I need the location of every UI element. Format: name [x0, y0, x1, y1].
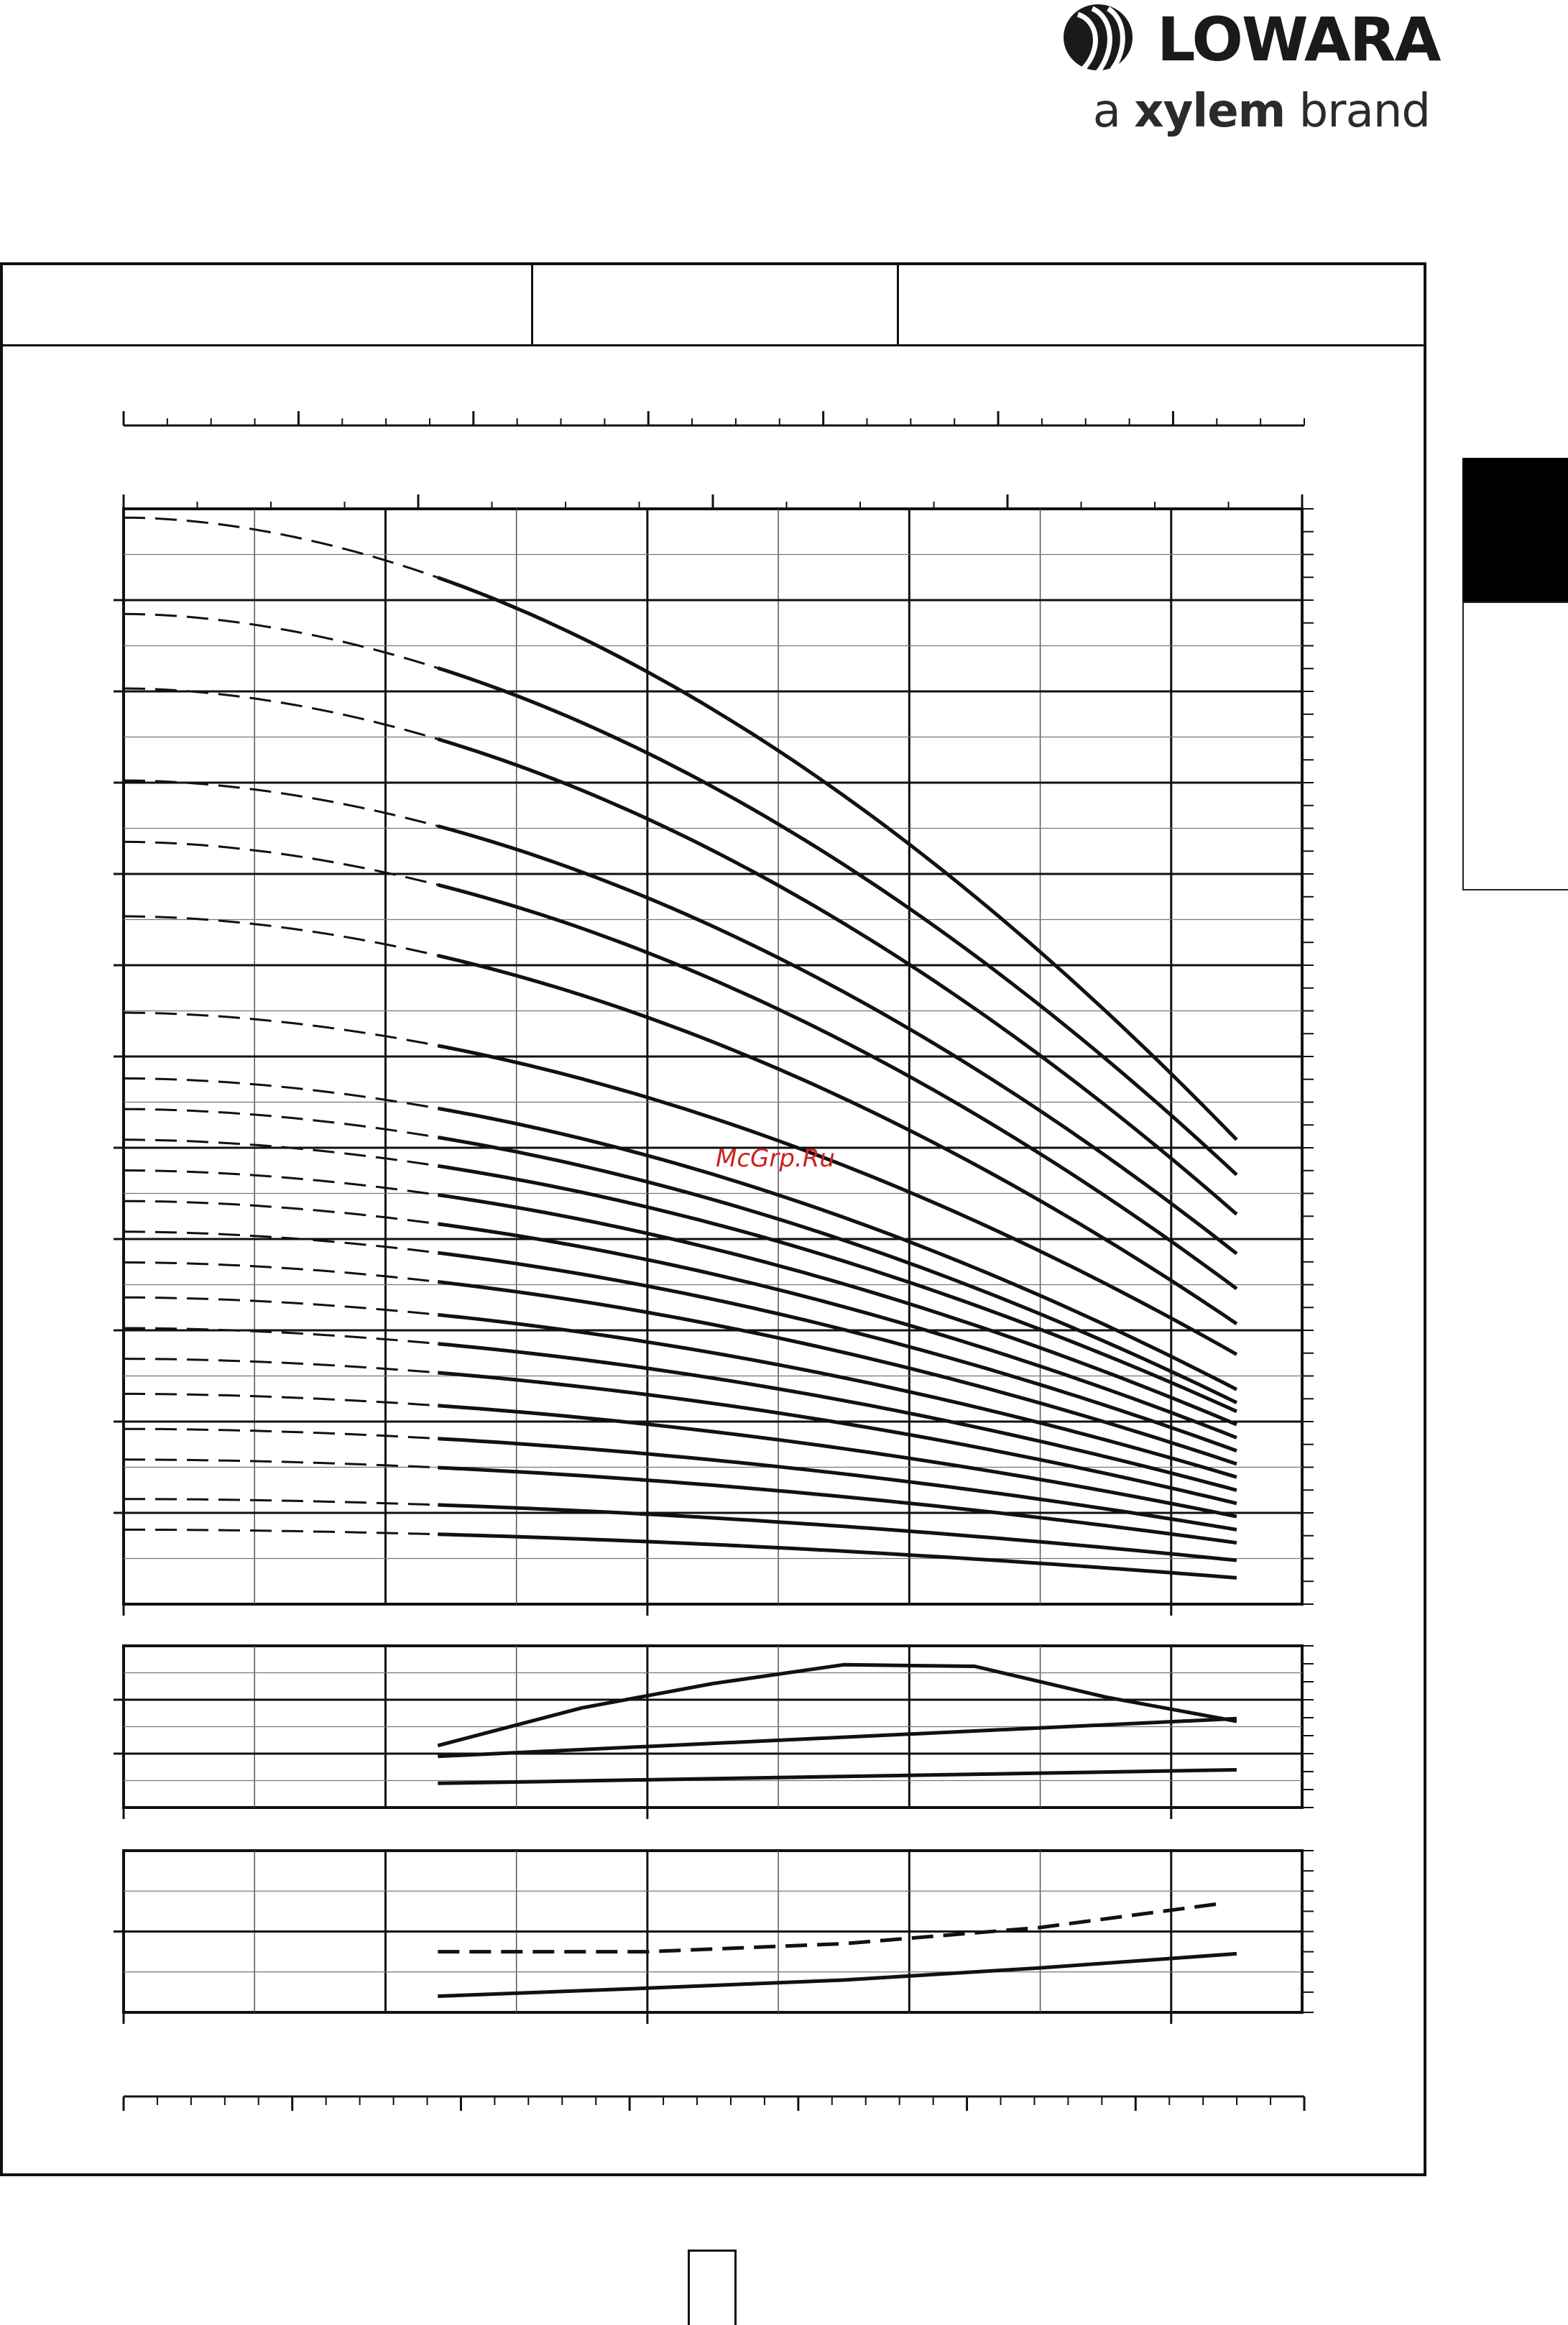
watermark-text: McGrp.Ru — [716, 1144, 835, 1173]
logo-wordmark: LOWARA — [1157, 4, 1442, 75]
head-curve-13 — [437, 1251, 1237, 1452]
head-curve-lowflow-5 — [123, 840, 438, 886]
head-curve-lowflow-13 — [123, 1230, 438, 1254]
head-curve-20 — [438, 1465, 1237, 1545]
head-curve-lowflow-12 — [123, 1200, 438, 1225]
efficiency-curve-3 — [438, 1768, 1237, 1785]
section-tab — [1462, 458, 1568, 890]
head-curve-1 — [437, 576, 1238, 1141]
head-curve-8 — [437, 1106, 1238, 1391]
head-curve-19 — [438, 1437, 1237, 1532]
head-curve-5 — [437, 883, 1238, 1291]
curves-layer — [123, 516, 1238, 1998]
head-curve-lowflow-19 — [124, 1427, 438, 1440]
head-curve-9 — [437, 1136, 1237, 1404]
logo-tagline: a xylem brand — [1092, 85, 1431, 138]
head-curve-lowflow-1 — [123, 516, 438, 579]
npsh-curve-1 — [438, 1901, 1225, 1954]
head-curve-2 — [437, 666, 1238, 1177]
lowara-swirl-icon — [1064, 4, 1133, 74]
head-curve-lowflow-21 — [124, 1498, 438, 1506]
head-curve-lowflow-15 — [124, 1296, 438, 1316]
head-curve-14 — [438, 1280, 1237, 1466]
head-curve-lowflow-17 — [123, 1358, 438, 1374]
head-curve-lowflow-7 — [123, 1011, 438, 1047]
section-tab-marker — [1462, 458, 1568, 602]
section-tab-label — [1462, 602, 1568, 890]
head-curve-lowflow-20 — [123, 1458, 438, 1469]
head-curve-lowflow-9 — [123, 1108, 438, 1138]
head-curve-21 — [438, 1503, 1237, 1562]
npsh-curve-2 — [438, 1951, 1237, 1998]
brand-logo: LOWARA a xylem brand — [1056, 0, 1442, 158]
head-curve-6 — [437, 954, 1238, 1325]
head-curve-lowflow-4 — [123, 779, 438, 827]
head-curve-7 — [437, 1044, 1238, 1356]
head-curve-10 — [437, 1164, 1237, 1414]
header-cell-model — [3, 265, 533, 344]
header-row — [3, 265, 1424, 346]
head-curve-4 — [437, 824, 1238, 1256]
head-curve-lowflow-6 — [123, 915, 438, 957]
head-curve-lowflow-16 — [124, 1327, 438, 1345]
head-curve-17 — [438, 1371, 1237, 1506]
head-curve-lowflow-8 — [123, 1077, 438, 1110]
efficiency-curve-1 — [437, 1662, 1237, 1748]
curve-sheet-frame — [0, 262, 1426, 2176]
head-curve-lowflow-22 — [124, 1528, 438, 1536]
head-curve-15 — [438, 1312, 1237, 1479]
head-curve-16 — [438, 1342, 1237, 1492]
head-curve-12 — [437, 1222, 1237, 1440]
head-curve-lowflow-11 — [123, 1169, 438, 1197]
head-curve-3 — [437, 737, 1238, 1216]
head-curve-lowflow-2 — [123, 612, 438, 669]
head-curve-18 — [438, 1404, 1237, 1519]
efficiency-curve-2 — [438, 1716, 1237, 1759]
head-curve-lowflow-18 — [124, 1392, 438, 1407]
head-curve-lowflow-10 — [123, 1138, 438, 1167]
page-number-box — [688, 2250, 737, 2325]
head-curve-lowflow-3 — [123, 687, 438, 740]
header-cell-speed — [533, 265, 899, 344]
head-curve-lowflow-14 — [123, 1261, 438, 1283]
axes-layer — [114, 411, 1314, 2111]
head-curve-22 — [438, 1532, 1237, 1580]
head-curve-11 — [437, 1193, 1237, 1427]
